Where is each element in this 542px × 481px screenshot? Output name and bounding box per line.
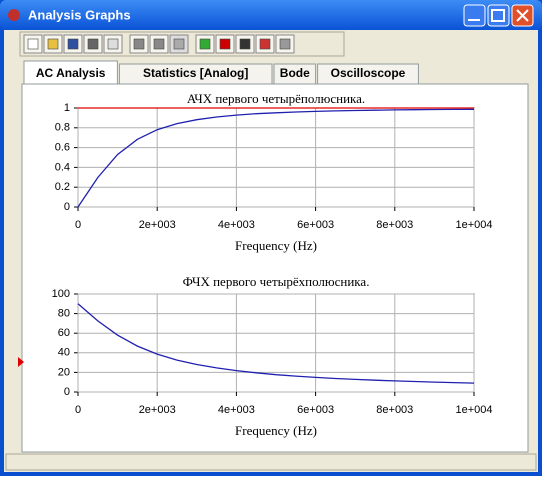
tool-icon xyxy=(47,38,59,50)
status-bar xyxy=(5,453,537,471)
tool-icon xyxy=(133,38,145,50)
minimize-button[interactable] xyxy=(463,4,486,27)
plot-area xyxy=(77,107,475,208)
x-axis-label: Frequency (Hz) xyxy=(235,238,317,253)
tab-label: Oscilloscope xyxy=(331,66,406,80)
y-tick-label: 60 xyxy=(58,327,70,339)
x-tick-label: 8e+003 xyxy=(376,404,413,416)
app-icon xyxy=(8,9,20,21)
x-axis-label: Frequency (Hz) xyxy=(235,423,317,438)
y-tick-label: 0 xyxy=(64,201,70,213)
y-tick-label: 100 xyxy=(52,288,70,300)
y-tick-label: 0.8 xyxy=(55,122,70,134)
x-tick-label: 4e+003 xyxy=(218,404,255,416)
chart-title: ФЧХ первого четырёхполюсника. xyxy=(183,274,370,289)
chart-title: АЧХ первого четырёполюсника. xyxy=(187,91,365,106)
x-tick-label: 0 xyxy=(75,219,81,231)
tool-icon xyxy=(199,38,211,50)
y-tick-label: 40 xyxy=(58,347,70,359)
x-tick-label: 2e+003 xyxy=(139,219,176,231)
tool-icon xyxy=(173,38,185,50)
series-line xyxy=(77,303,475,384)
x-tick-label: 1e+004 xyxy=(455,219,492,231)
tool-icon xyxy=(153,38,165,50)
tool-icon xyxy=(279,38,291,50)
tab[interactable] xyxy=(23,60,118,86)
cursor-marker xyxy=(18,357,24,367)
x-tick-label: 6e+003 xyxy=(297,404,334,416)
y-tick-label: 20 xyxy=(58,366,70,378)
series-line xyxy=(77,108,475,208)
y-tick-label: 0.4 xyxy=(55,161,70,173)
tab-label: Statistics [Analog] xyxy=(143,66,248,80)
y-tick-label: 0.6 xyxy=(55,142,70,154)
tool-icon xyxy=(219,38,231,50)
toolbar-buttons xyxy=(23,34,295,54)
y-tick-label: 1 xyxy=(64,102,70,114)
x-tick-label: 8e+003 xyxy=(376,219,413,231)
tool-icon xyxy=(259,38,271,50)
tool-icon xyxy=(27,38,39,50)
title-bar xyxy=(0,0,542,30)
tab-label: Bode xyxy=(280,66,310,80)
tool-icon xyxy=(67,38,79,50)
tool-icon xyxy=(239,38,251,50)
x-tick-label: 6e+003 xyxy=(297,219,334,231)
y-tick-label: 80 xyxy=(58,308,70,320)
tool-icon xyxy=(107,38,119,50)
x-tick-label: 0 xyxy=(75,404,81,416)
window-button-glyphs xyxy=(468,9,529,22)
window-title: Analysis Graphs xyxy=(28,7,131,22)
x-tick-label: 2e+003 xyxy=(139,404,176,416)
y-tick-label: 0.2 xyxy=(55,181,70,193)
x-tick-label: 4e+003 xyxy=(218,219,255,231)
tab-strip: AC Analysis Statistics [Analog] Bode Oscill… xyxy=(23,60,419,86)
y-tick-label: 0 xyxy=(64,386,70,398)
plot-area xyxy=(77,293,475,393)
x-tick-label: 1e+004 xyxy=(455,404,492,416)
tool-icon xyxy=(87,38,99,50)
tab-label: AC Analysis xyxy=(36,66,106,80)
